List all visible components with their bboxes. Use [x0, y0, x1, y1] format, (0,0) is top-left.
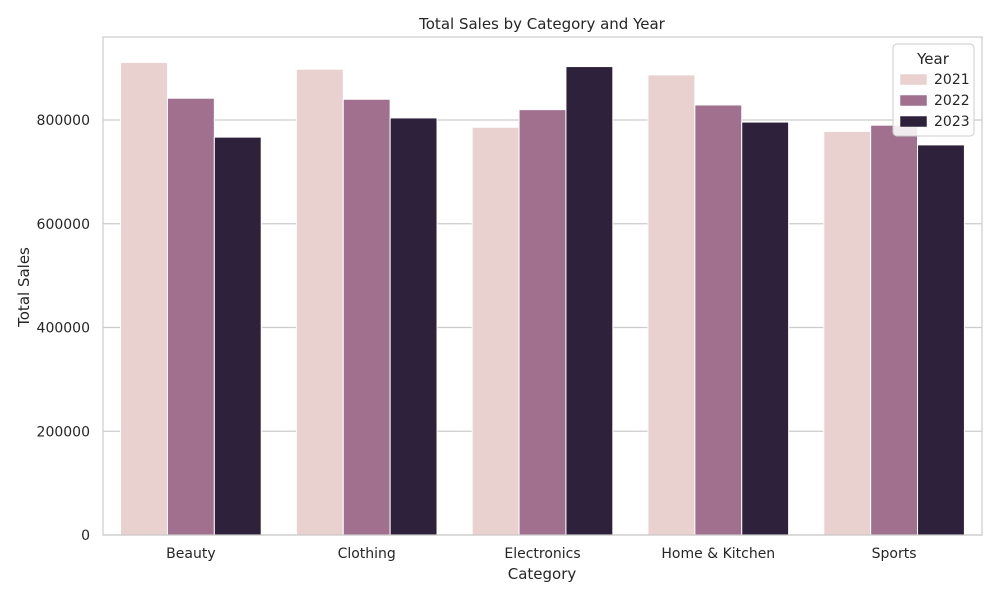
bar [647, 74, 696, 536]
bar [823, 130, 872, 536]
bar [694, 104, 743, 536]
legend-label: 2023 [934, 114, 970, 130]
bar [870, 124, 919, 536]
bar [295, 68, 344, 536]
x-tick-label: Sports [872, 546, 917, 562]
y-tick-label: 600000 [37, 217, 90, 233]
bar [166, 97, 215, 536]
y-tick-label: 400000 [37, 321, 90, 337]
legend-swatch [899, 115, 928, 128]
x-tick-label: Electronics [504, 546, 580, 562]
bar [565, 66, 614, 536]
y-tick-label: 800000 [37, 113, 90, 129]
x-axis: Beauty Clothing Electronics Home & Kitchen S… [166, 546, 916, 562]
bar [741, 121, 790, 536]
bar [213, 136, 262, 536]
chart-title: Total Sales by Category and Year [418, 15, 666, 33]
x-tick-label: Clothing [338, 546, 396, 562]
y-axis-label: Total Sales [15, 247, 33, 328]
legend-swatch [899, 73, 928, 86]
y-tick-label: 0 [81, 528, 90, 544]
bars [120, 61, 965, 536]
x-tick-label: Home & Kitchen [661, 546, 775, 562]
legend-label: 2022 [934, 93, 970, 109]
legend-swatch [899, 94, 928, 107]
bar [389, 117, 438, 536]
bar [120, 61, 168, 536]
y-axis: 0 200000 400000 600000 800000 [37, 113, 90, 544]
x-axis-label: Category [508, 565, 577, 583]
bar [917, 144, 965, 536]
legend-title: Year [916, 50, 950, 68]
x-tick-label: Beauty [166, 546, 215, 562]
plot-frame [102, 36, 983, 536]
bar [342, 98, 391, 536]
bar [471, 126, 520, 536]
bar [518, 109, 567, 536]
legend: Year 2021 2022 2023 [892, 43, 975, 137]
y-tick-label: 200000 [37, 424, 90, 440]
legend-box [892, 43, 975, 137]
legend-label: 2021 [934, 72, 970, 88]
